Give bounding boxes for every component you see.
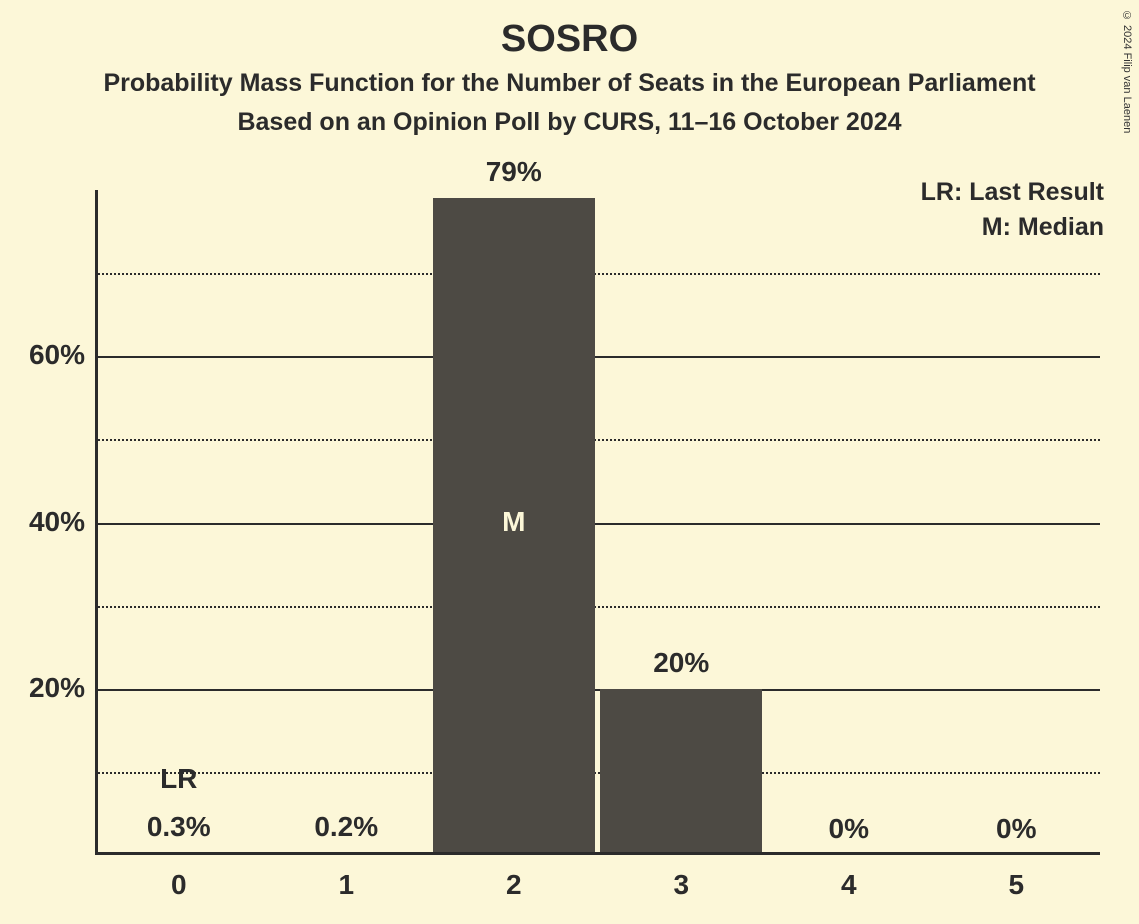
bar-value-label: 0.2% [276,811,416,843]
grid-minor [95,439,1100,441]
copyright-text: © 2024 Filip van Laenen [1121,10,1133,133]
chart-subtitle: Probability Mass Function for the Number… [0,69,1139,98]
ytick-label: 40% [5,506,85,538]
xtick-label: 1 [316,869,376,901]
bar-value-label: 0.3% [109,811,249,843]
grid-minor [95,273,1100,275]
chart-title: SOSRO [0,0,1139,61]
chart-subtitle2: Based on an Opinion Poll by CURS, 11–16 … [0,108,1139,137]
grid-major [95,523,1100,525]
ytick-label: 60% [5,339,85,371]
grid-minor [95,772,1100,774]
grid-minor [95,606,1100,608]
xtick-label: 3 [651,869,711,901]
grid-major [95,356,1100,358]
plot-area: 20%40%60%0.3%00.2%179%220%30%40%5LRM [95,190,1100,855]
bar [600,689,762,855]
xtick-label: 2 [484,869,544,901]
bar-annotation: M [474,506,554,538]
ytick-label: 20% [5,672,85,704]
y-axis [95,190,98,855]
bar-value-label: 79% [444,156,584,188]
x-axis [95,852,1100,855]
xtick-label: 4 [819,869,879,901]
bar-value-label: 20% [611,647,751,679]
bar-annotation: LR [139,763,219,795]
grid-major [95,689,1100,691]
chart-container: © 2024 Filip van Laenen SOSRO Probabilit… [0,0,1139,924]
xtick-label: 5 [986,869,1046,901]
bar-value-label: 0% [946,813,1086,845]
xtick-label: 0 [149,869,209,901]
bar-value-label: 0% [779,813,919,845]
